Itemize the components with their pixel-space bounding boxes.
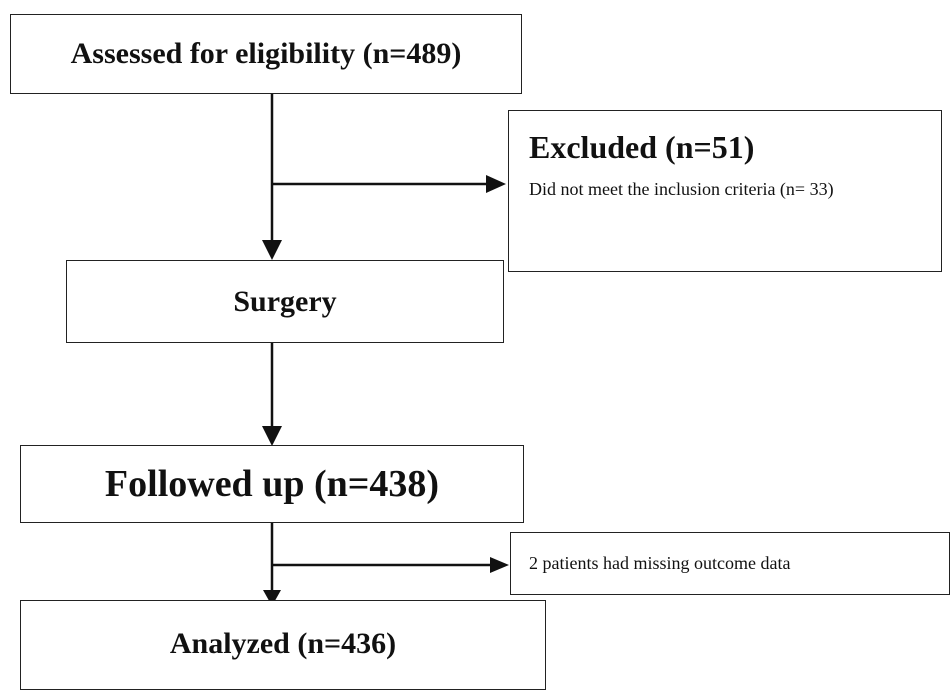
arrow-head [262,426,282,446]
arrow-head [263,590,281,606]
node: Analyzed (n=436) [20,600,546,690]
node: Assessed for eligibility (n=489) [10,14,522,94]
node-title: Excluded (n=51) [529,129,755,165]
node: Excluded (n=51) Did not meet the inclusi… [508,110,942,272]
node: Surgery [66,260,504,343]
arrow-head [262,240,282,260]
node: Followed up (n=438) [20,445,524,523]
arrow-head [486,175,506,193]
node: 2 patients had missing outcome data [510,532,950,595]
arrow-head [490,557,509,573]
node-detail: Did not meet the inclusion criteria (n= … [529,179,834,199]
